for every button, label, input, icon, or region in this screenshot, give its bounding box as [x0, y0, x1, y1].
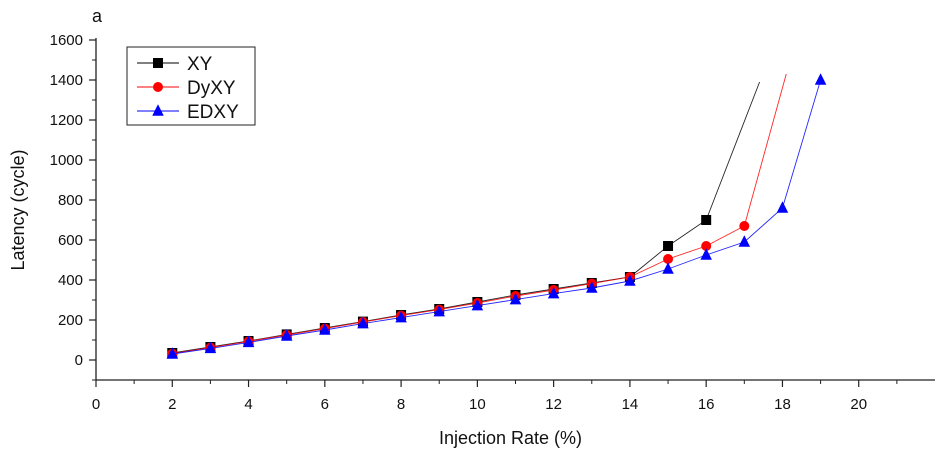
- data-point-edxy: [738, 235, 751, 247]
- x-tick-label: 14: [622, 396, 639, 413]
- data-point-edxy: [166, 347, 179, 359]
- legend-label: XY: [187, 54, 213, 75]
- series-xy: [167, 81, 760, 358]
- legend-marker-dyxy: [153, 82, 163, 92]
- chart-series: [166, 73, 827, 359]
- y-tick-label: 600: [58, 232, 83, 249]
- x-tick-label: 10: [469, 396, 486, 413]
- data-point-edxy: [280, 329, 293, 341]
- y-tick-label: 1000: [50, 152, 83, 169]
- legend-label: DyXY: [187, 78, 236, 99]
- x-tick-label: 16: [698, 396, 715, 413]
- series-edxy: [166, 73, 827, 359]
- x-tick-label: 2: [168, 396, 176, 413]
- y-tick-label: 800: [58, 192, 83, 209]
- data-point-edxy: [814, 73, 827, 85]
- legend-label: EDXY: [187, 102, 239, 123]
- y-axis-title: Latency (cycle): [8, 149, 28, 270]
- data-point-edxy: [776, 201, 789, 213]
- x-tick-label: 6: [321, 396, 329, 413]
- data-point-dyxy: [701, 241, 712, 251]
- data-point-xy: [701, 215, 712, 225]
- chart-legend: XY DyXY EDXY: [126, 46, 256, 126]
- data-point-edxy: [433, 304, 445, 317]
- data-point-edxy: [624, 274, 636, 286]
- x-tick-label: 4: [244, 396, 252, 413]
- series-dyxy: [167, 73, 787, 359]
- y-tick-label: 0: [75, 352, 83, 369]
- data-point-edxy: [319, 323, 331, 335]
- y-tick-label: 200: [58, 312, 83, 329]
- data-point-edxy: [547, 286, 560, 299]
- legend-marker-edxy: [152, 104, 164, 116]
- data-point-edxy: [509, 292, 522, 305]
- data-point-edxy: [357, 316, 369, 329]
- series-line-edxy: [172, 79, 822, 355]
- data-point-edxy: [662, 262, 674, 274]
- data-point-edxy: [242, 335, 255, 348]
- data-point-dyxy: [663, 254, 674, 264]
- panel-label: a: [92, 6, 103, 26]
- data-point-edxy: [204, 341, 217, 354]
- legend-marker-xy: [153, 58, 163, 68]
- x-tick-label: 0: [92, 396, 100, 413]
- x-tick-label: 8: [397, 396, 405, 413]
- y-tick-label: 1600: [50, 32, 83, 49]
- y-tick-label: 1400: [50, 72, 83, 89]
- legend-box: [126, 46, 256, 126]
- series-trend-xy: [705, 81, 760, 221]
- x-tick-label: 12: [545, 396, 562, 413]
- y-tick-label: 1200: [50, 112, 83, 129]
- x-tick-label: 20: [850, 396, 867, 413]
- data-point-edxy: [471, 298, 484, 311]
- data-point-edxy: [700, 248, 712, 260]
- x-tick-label: 18: [774, 396, 791, 413]
- series-line-dyxy: [172, 225, 745, 355]
- series-line-xy: [172, 219, 707, 354]
- y-tick-label: 400: [58, 272, 83, 289]
- x-axis-title: Injection Rate (%): [439, 428, 582, 448]
- data-point-edxy: [395, 310, 407, 323]
- chart-axes: 0 2 4 6 8 10 12 14 16 18 2002004006008001000120014…: [50, 32, 935, 413]
- data-point-edxy: [586, 281, 598, 293]
- data-point-dyxy: [739, 221, 750, 231]
- series-trend-dyxy: [743, 73, 787, 227]
- data-point-xy: [663, 241, 674, 251]
